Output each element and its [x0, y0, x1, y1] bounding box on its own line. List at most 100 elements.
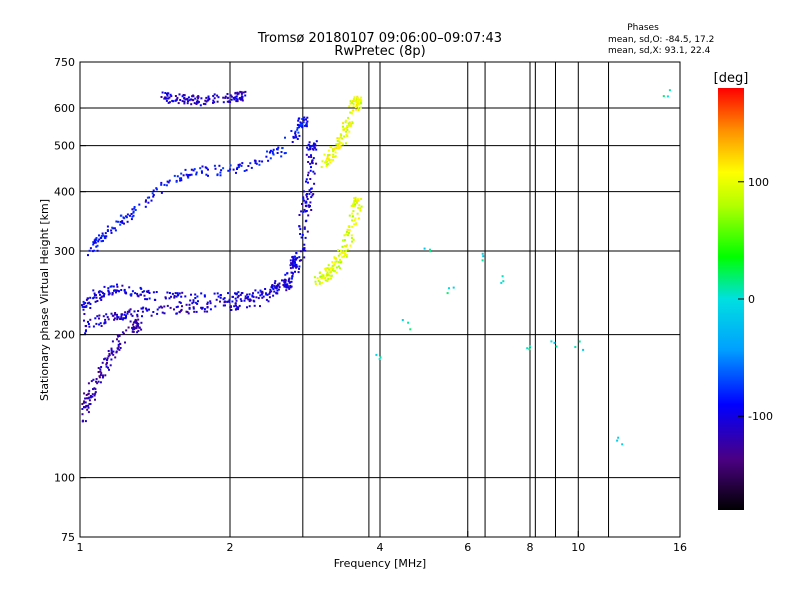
- data-point: [349, 102, 352, 105]
- data-point: [268, 296, 271, 299]
- data-point: [148, 292, 151, 294]
- data-point: [117, 340, 120, 343]
- data-point: [310, 154, 312, 157]
- data-point: [224, 300, 226, 303]
- data-point: [92, 243, 95, 246]
- data-point: [335, 266, 338, 269]
- legend-line-o: mean, sd,O: -84.5, 17.2: [608, 35, 714, 45]
- data-point: [103, 294, 105, 297]
- data-point: [327, 264, 330, 267]
- data-point: [302, 197, 305, 200]
- data-point: [300, 123, 302, 126]
- data-point: [448, 287, 450, 290]
- data-point: [297, 131, 300, 134]
- data-point: [340, 142, 343, 144]
- data-point: [311, 162, 314, 165]
- data-point: [120, 289, 123, 291]
- data-point: [574, 346, 577, 348]
- data-point: [200, 170, 203, 173]
- data-point: [298, 265, 301, 268]
- data-point: [314, 143, 317, 146]
- data-point: [118, 335, 121, 337]
- data-point: [339, 133, 342, 136]
- data-point: [175, 306, 178, 309]
- data-point: [297, 119, 300, 122]
- data-point: [332, 153, 335, 156]
- data-point: [284, 281, 287, 284]
- data-point: [338, 253, 341, 255]
- data-point: [168, 297, 171, 300]
- data-point: [182, 174, 185, 177]
- data-point: [298, 259, 301, 262]
- data-point: [303, 208, 306, 211]
- data-point: [95, 380, 97, 383]
- data-point: [314, 144, 317, 147]
- data-point: [193, 102, 196, 105]
- data-point: [286, 272, 289, 275]
- data-point: [331, 261, 334, 263]
- data-point: [238, 97, 241, 99]
- data-point: [137, 318, 140, 321]
- data-point: [343, 252, 346, 255]
- data-point: [285, 284, 288, 286]
- data-point: [111, 226, 114, 229]
- data-point: [300, 259, 302, 262]
- data-point: [317, 279, 320, 282]
- data-point: [123, 313, 126, 316]
- data-point: [309, 162, 312, 165]
- data-point: [170, 295, 172, 298]
- data-point: [206, 303, 209, 305]
- data-point: [330, 275, 333, 277]
- data-point: [306, 198, 309, 200]
- data-point: [107, 290, 110, 293]
- data-point: [204, 103, 207, 106]
- data-point: [355, 108, 358, 111]
- data-point: [407, 321, 410, 324]
- data-point: [351, 212, 354, 215]
- data-point: [167, 97, 170, 100]
- data-point: [352, 105, 355, 108]
- data-point: [358, 204, 361, 207]
- data-point: [326, 155, 329, 158]
- data-point: [296, 256, 299, 259]
- data-point: [294, 132, 297, 135]
- data-point: [165, 99, 168, 102]
- data-point: [121, 221, 124, 224]
- data-point: [135, 325, 138, 328]
- data-point: [302, 196, 305, 199]
- data-point: [156, 308, 159, 311]
- data-point: [99, 381, 102, 384]
- data-point: [201, 171, 203, 174]
- data-point: [145, 199, 147, 202]
- data-point: [259, 294, 262, 297]
- data-point: [99, 374, 102, 376]
- data-point: [313, 276, 316, 279]
- data-point: [278, 286, 281, 289]
- data-point: [294, 270, 296, 273]
- data-point: [124, 341, 126, 344]
- data-point: [311, 160, 314, 163]
- data-point: [180, 295, 183, 298]
- data-point: [118, 290, 120, 293]
- data-point: [307, 161, 310, 163]
- data-point: [82, 300, 85, 303]
- data-point: [140, 307, 143, 310]
- data-point: [93, 394, 96, 397]
- data-point: [106, 357, 109, 360]
- data-point: [327, 277, 330, 280]
- data-point: [207, 174, 209, 177]
- data-point: [222, 298, 225, 301]
- data-point: [320, 275, 323, 278]
- data-point: [239, 298, 242, 301]
- data-point: [321, 274, 324, 277]
- data-point: [289, 284, 292, 287]
- data-point: [104, 318, 107, 321]
- data-point: [292, 258, 295, 261]
- data-point: [213, 101, 216, 104]
- data-point: [160, 181, 163, 184]
- data-point: [291, 275, 294, 277]
- data-point: [178, 311, 181, 314]
- data-point: [336, 140, 339, 142]
- data-point: [206, 306, 209, 309]
- data-point: [119, 342, 122, 345]
